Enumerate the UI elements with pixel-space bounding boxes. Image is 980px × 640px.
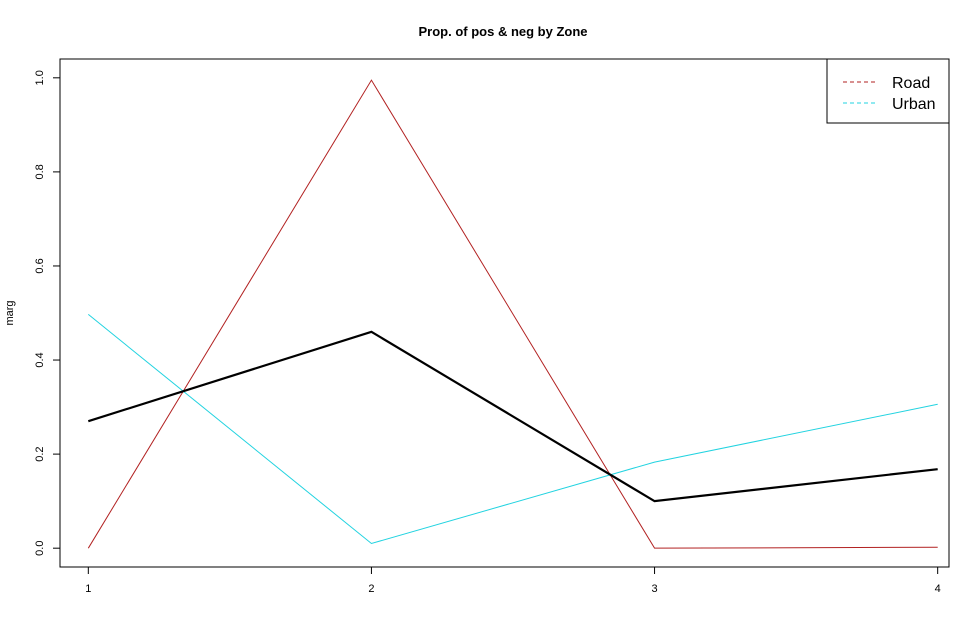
y-axis-label: marg [4,300,16,325]
y-tick-label: 0.2 [34,446,46,461]
y-tick-label: 1.0 [34,70,46,85]
y-axis: 0.0 0.2 0.4 0.6 0.8 1.0 [34,70,61,556]
y-tick-label: 0.0 [34,541,46,556]
legend-label: Urban [892,96,936,113]
series-line-overall [87,330,938,503]
series-line-road [87,79,938,549]
x-tick-label: 1 [85,583,91,595]
legend: Road Urban [826,58,950,124]
y-tick-label: 0.4 [34,352,46,367]
series-layer [87,79,938,549]
x-tick-label: 4 [935,583,941,595]
y-tick-label: 0.6 [34,258,46,273]
series-line-urban [87,314,938,545]
plot-frame [59,58,950,568]
x-axis: 1 2 3 4 [85,566,941,595]
x-tick-label: 2 [368,583,374,595]
y-tick-label: 0.8 [34,164,46,179]
legend-box [826,58,950,124]
legend-label: Road [892,75,930,92]
x-tick-label: 3 [651,583,657,595]
chart-title: Prop. of pos & neg by Zone [419,24,588,39]
